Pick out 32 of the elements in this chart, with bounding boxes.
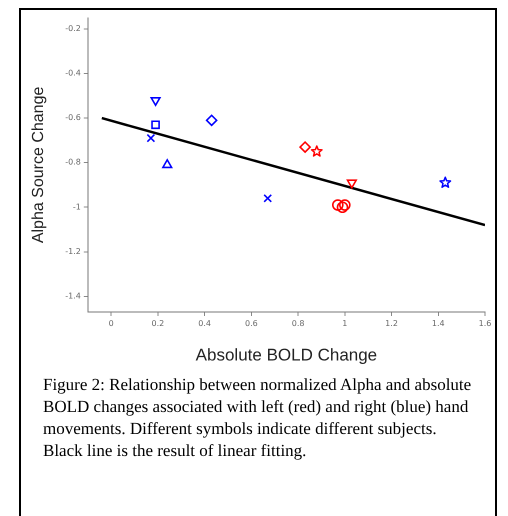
point [146,134,156,142]
x-tick-label: 1.2 [385,318,398,328]
point [336,201,348,214]
x-tick-label: 0 [108,318,114,328]
y-tick-label: -1.4 [65,291,81,300]
point [150,96,161,106]
point [439,176,452,188]
point [299,141,311,153]
point [346,179,357,189]
y-tick-label: -0.2 [65,24,81,34]
y-tick-label: -1.2 [65,246,81,256]
y-axis-title: Alpha Source Change [30,86,48,244]
x-tick-label: 0.4 [198,318,211,328]
y-tick-label: -1 [72,202,81,212]
point [310,145,323,157]
y-tick-label: -0.8 [65,158,81,167]
y-tick-label: -0.6 [65,113,81,122]
x-tick-label: 0.6 [244,318,258,328]
y-tick-label: -0.4 [65,68,81,78]
x-tick-label: 0.2 [152,318,164,328]
caption: Figure 2: Relationship between normalized Alpha and absolute BOLD changes associated with left (red) and right (blue) hand movements. Different symbols indicate different subjects. Black line is the result of linear fitting. [43,374,472,462]
point [206,114,218,126]
x-tick-label: 0.8 [292,318,304,328]
point [151,120,160,130]
point [332,199,344,211]
point [339,199,351,211]
x-tick-label: 1.6 [478,318,492,328]
x-tick-label: 1.4 [432,318,445,328]
point [263,194,272,203]
x-axis-title: Absolute BOLD Change [196,345,378,364]
x-tick-label: 1 [342,318,348,328]
point [162,159,172,168]
